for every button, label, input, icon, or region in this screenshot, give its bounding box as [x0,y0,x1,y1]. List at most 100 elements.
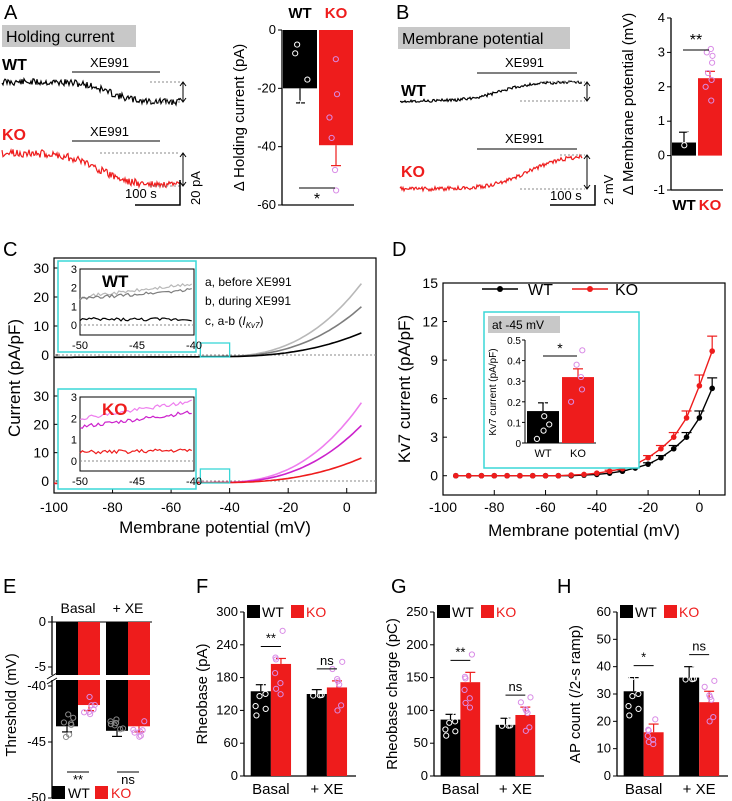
y-axis-label: Threshold (mV) [3,653,20,756]
y-axis-label: Kv7 current (pA/pF) [395,315,414,463]
y-tick-label: 60 [224,735,238,750]
panel-letter: A [4,2,18,24]
amplitude-arrow [179,152,187,187]
bar [270,663,292,776]
inset-curve [79,317,192,322]
data-point [279,627,286,634]
data-point [522,706,529,713]
bar [283,30,317,89]
plot-frame [53,257,377,494]
inset-x-tick: -40 [186,476,202,488]
group-label: Basal [60,600,95,616]
data-point [253,712,260,719]
data-point [578,386,586,393]
chart-e: 0 -5 -40 -45 -50 Threshold (mV) Basal ** + XE ns W… [3,600,152,801]
data-point [579,347,586,354]
y-tick-label: -20 [257,80,276,95]
legend-swatch [247,605,260,618]
data-point [328,134,335,142]
y-tick-label: 0 [658,148,665,163]
y-tick-label: -40 [257,139,276,154]
bar-lower [128,680,150,727]
inset-x-tick: -45 [129,476,145,488]
data-point [527,694,534,701]
y-tick-label: 0 [41,347,49,363]
group-label: + XE [310,781,343,798]
y-axis-label: Δ Holding current (pA) [231,44,248,192]
legend-swatch [437,605,450,618]
y-tick-label: 20 [33,289,49,305]
data-point [517,472,523,479]
data-point [310,692,317,699]
category-label: KO [699,197,722,214]
inset-curve [79,410,192,429]
y-tick-label: 250 [406,604,428,619]
data-point [453,472,459,479]
data-point [708,97,715,104]
y-tick-label: 200 [406,637,428,652]
group-label: + XE [499,781,532,798]
y-tick-label: 100 [406,702,428,717]
y-tick-label: 50 [414,735,428,750]
bar-upper [56,622,78,675]
data-point [526,724,533,731]
drug-label: XE991 [505,131,544,146]
y-tick-label: 9 [430,352,438,368]
x-tick-label: -40 [220,499,240,515]
inset-curve [79,448,192,455]
chart-f: 0 60 120 180 240 300 Rheobase (pA) Basal ** + XE n… [194,604,356,798]
data-point [272,654,279,661]
y-tick-label: 180 [216,670,238,685]
data-point [60,719,68,726]
legend-a: a, before XE991 [205,275,292,289]
drug-label: XE991 [90,124,129,139]
legend-label: WT [68,785,90,801]
bar-upper [106,622,128,675]
data-point [691,661,698,668]
x-axis-label: Membrane potential (mV) [119,518,311,537]
y-tick-label: 2 [658,79,665,94]
data-point [86,693,93,701]
data-point [606,468,613,475]
inset-bar [562,377,594,443]
data-point [645,726,652,733]
legend-swatch [620,605,633,618]
panel-letter: C [3,239,17,261]
data-point [498,722,506,729]
data-point [333,91,341,98]
data-point [709,385,715,392]
inset-curve [79,282,193,300]
y-tick-label: 10 [33,445,49,461]
data-point [625,703,632,710]
data-point [466,704,474,711]
inset-y-tick: 2 [71,283,77,295]
legend-label: WT [528,282,553,299]
data-point [645,454,651,461]
y-tick-label: 10 [33,318,49,334]
panel-letter: H [557,576,571,598]
legend-swatch [95,786,108,799]
data-point [452,718,459,725]
data-point [540,427,547,434]
y-tick-label: 30 [33,260,49,276]
significance-label: ns [121,772,135,787]
data-point [683,434,690,440]
y-axis-label: Δ Membrane potential (mV) [620,13,637,196]
data-point [62,733,70,741]
data-point [141,718,148,725]
data-point [452,712,459,719]
inset-y-tick: 3 [71,264,77,276]
data-point [339,658,346,665]
data-point [546,421,553,428]
y-tick-label: 0 [421,768,428,783]
data-point [682,676,689,683]
legend-marker [587,286,593,292]
data-point [252,703,259,710]
significance-label: * [314,191,320,208]
y-tick-label: 3 [430,429,438,445]
bar [698,78,722,156]
y-tick-label: 50 [597,631,611,646]
data-point [333,187,340,194]
data-point [65,711,72,718]
y-tick-label: 10 [597,741,611,756]
